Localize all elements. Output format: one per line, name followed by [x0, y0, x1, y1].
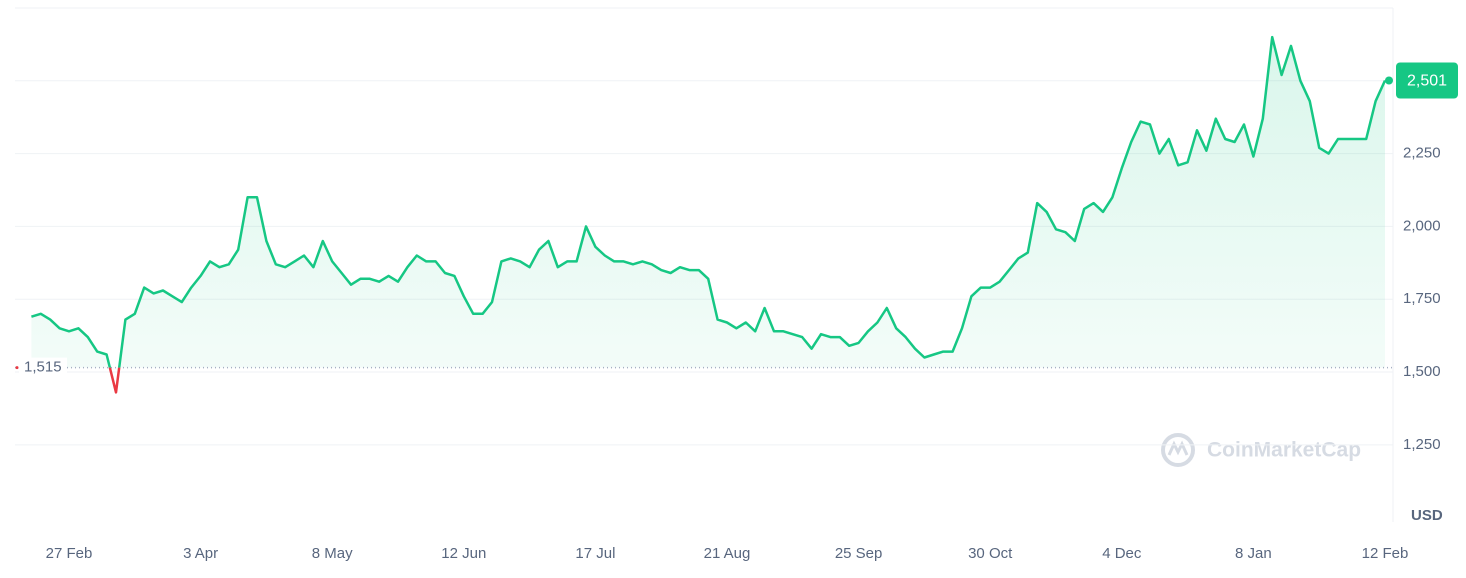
x-tick-label: 8 Jan: [1235, 545, 1272, 562]
y-tick-label: 2,000: [1403, 217, 1441, 234]
watermark: CoinMarketCap: [1161, 433, 1361, 467]
reference-dot: [15, 366, 19, 370]
x-tick-label: 4 Dec: [1102, 545, 1142, 562]
last-point: [1385, 76, 1393, 85]
current-badge: [1396, 62, 1458, 99]
watermark-text: CoinMarketCap: [1207, 439, 1361, 462]
reference-label: 1,515: [24, 359, 62, 376]
x-tick-label: 8 May: [312, 545, 353, 562]
x-tick-label: 30 Oct: [968, 545, 1013, 562]
y-tick-label: 2,250: [1403, 145, 1441, 162]
reference-label-bg: [19, 357, 67, 378]
x-tick-label: 3 Apr: [183, 545, 218, 562]
x-tick-label: 17 Jul: [575, 545, 615, 562]
current-label: 2,501: [1407, 73, 1447, 90]
unit-label: USD: [1411, 507, 1443, 524]
x-tick-label: 21 Aug: [704, 545, 751, 562]
x-tick-label: 27 Feb: [46, 545, 93, 562]
x-tick-label: 12 Jun: [441, 545, 486, 562]
area: [31, 37, 1385, 368]
y-tick-label: 1,750: [1403, 290, 1441, 307]
y-tick-label: 1,500: [1403, 363, 1441, 380]
x-tick-label: 25 Sep: [835, 545, 883, 562]
x-tick-label: 12 Feb: [1362, 545, 1409, 562]
price-line: [31, 35, 1387, 368]
y-tick-label: 1,250: [1403, 436, 1441, 453]
